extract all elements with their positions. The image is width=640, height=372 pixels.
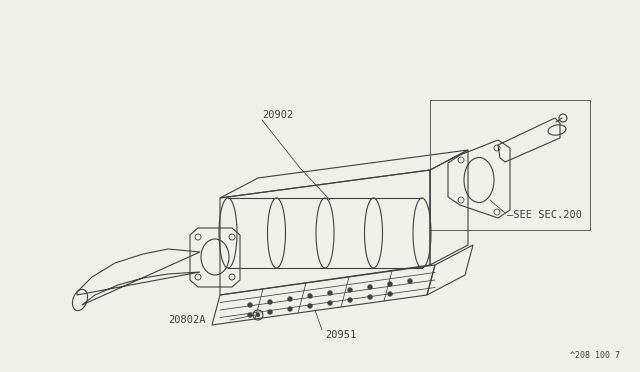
- Text: 20902: 20902: [262, 110, 293, 120]
- Circle shape: [268, 299, 273, 305]
- Circle shape: [328, 291, 333, 295]
- Circle shape: [348, 298, 353, 302]
- Circle shape: [387, 282, 392, 286]
- Text: 20802A: 20802A: [168, 315, 205, 325]
- Circle shape: [307, 294, 312, 298]
- Circle shape: [268, 310, 273, 314]
- Circle shape: [348, 288, 353, 292]
- Circle shape: [387, 292, 392, 296]
- Text: ^208 100 7: ^208 100 7: [570, 351, 620, 360]
- Circle shape: [248, 312, 253, 317]
- Circle shape: [307, 304, 312, 308]
- Circle shape: [248, 302, 253, 308]
- Circle shape: [287, 296, 292, 301]
- Circle shape: [328, 301, 333, 305]
- Text: 20951: 20951: [325, 330, 356, 340]
- Circle shape: [408, 279, 413, 283]
- Circle shape: [367, 285, 372, 289]
- Circle shape: [367, 295, 372, 299]
- Circle shape: [287, 307, 292, 311]
- Text: —SEE SEC.200: —SEE SEC.200: [507, 210, 582, 220]
- Circle shape: [256, 313, 260, 317]
